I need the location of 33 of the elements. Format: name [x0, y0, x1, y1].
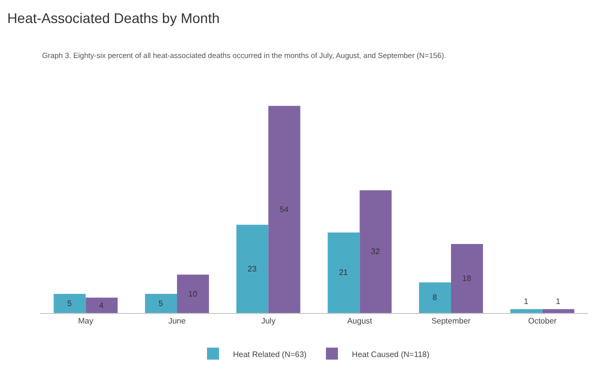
- x-tick-label: July: [261, 316, 276, 326]
- bar: [54, 294, 86, 313]
- bar: [236, 224, 268, 313]
- data-label: 4: [99, 300, 104, 310]
- data-label: 1: [524, 297, 529, 306]
- x-tick-label: August: [347, 316, 373, 326]
- x-tick-label: May: [78, 316, 94, 326]
- data-label: 5: [158, 298, 164, 308]
- data-label: 54: [280, 204, 290, 214]
- data-label: 10: [188, 289, 198, 298]
- data-label: 32: [370, 247, 380, 256]
- bar: [145, 294, 177, 313]
- bar: [542, 309, 574, 313]
- x-tick-label: September: [431, 316, 471, 326]
- data-label: 21: [338, 268, 348, 278]
- data-label: 5: [67, 298, 72, 308]
- bar: [177, 274, 209, 313]
- data-label: 18: [462, 274, 472, 283]
- chart-title: Heat-Associated Deaths by Month: [7, 10, 220, 26]
- legend-label: Heat Related (N=63): [233, 350, 307, 359]
- data-label: 23: [248, 264, 258, 274]
- data-label: 8: [432, 293, 438, 302]
- x-tick-label: October: [528, 316, 557, 326]
- data-label: 1: [556, 297, 561, 306]
- x-tick-label: June: [168, 316, 186, 326]
- bar: [328, 232, 360, 313]
- legend-label: Heat Caused (N=118): [352, 350, 430, 359]
- bar: [419, 282, 451, 313]
- bar: [360, 190, 392, 313]
- bar: [510, 309, 542, 313]
- bar: [451, 244, 483, 313]
- bar: [86, 298, 118, 313]
- bar: [268, 106, 300, 313]
